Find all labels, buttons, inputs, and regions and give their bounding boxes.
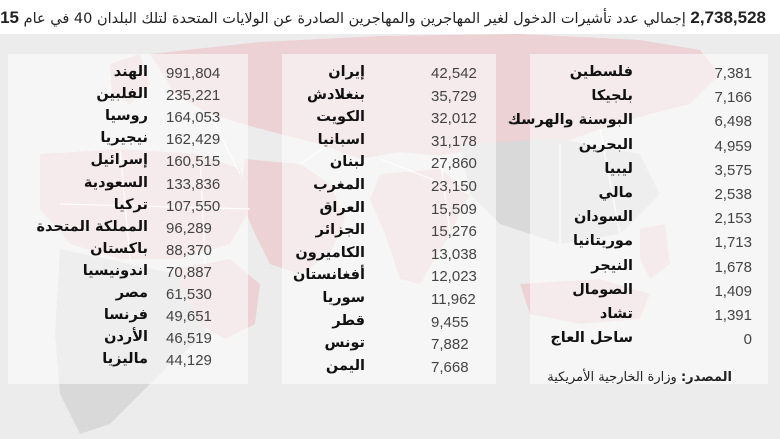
country-name: ليبيا <box>604 160 633 177</box>
source-label: المصدر: <box>680 370 732 385</box>
country-name: الهند <box>113 64 148 80</box>
column-background-2 <box>282 54 496 384</box>
visa-count: 160,515 <box>166 153 221 171</box>
header-year: 2015 <box>0 8 20 27</box>
country-name: النيجر <box>591 257 633 274</box>
country-name: السودان <box>573 209 633 226</box>
header-description: إجمالي عدد تأشيرات الدخول لغير المهاجرين… <box>23 11 686 27</box>
visa-count: 42,542 <box>431 65 477 82</box>
visa-count: 162,429 <box>166 131 221 149</box>
visa-count: 61,530 <box>166 286 212 303</box>
visa-count: 7,166 <box>714 89 752 107</box>
visa-count: 13,038 <box>431 245 477 263</box>
visa-count: 0 <box>743 331 752 349</box>
country-name: اليمن <box>325 357 365 374</box>
country-name: ساحل العاج <box>550 330 633 347</box>
country-name: بلجيكا <box>591 88 633 105</box>
country-name: السعودية <box>83 174 148 191</box>
visa-count: 31,178 <box>431 132 477 150</box>
visa-count: 70,887 <box>166 263 212 281</box>
visa-count: 1,391 <box>714 307 752 324</box>
country-name: بنغلادش <box>306 86 365 103</box>
visa-count: 23,150 <box>431 178 477 195</box>
country-name: تشاد <box>599 306 633 322</box>
country-name: المملكة المتحدة <box>36 218 149 235</box>
country-name: الفلبين <box>96 86 148 103</box>
visa-count: 2,153 <box>714 210 752 228</box>
country-name: لبنان <box>329 154 365 171</box>
visa-count: 7,381 <box>714 65 752 82</box>
country-name: البوسنة والهرسك <box>507 112 633 129</box>
header-bar: 2,738,528 إجمالي عدد تأشيرات الدخول لغير… <box>0 0 780 34</box>
source-note: المصدر: وزارة الخارجية الأمريكية <box>547 370 732 385</box>
country-name: تونس <box>324 335 365 352</box>
country-name: البحرين <box>578 136 633 153</box>
visa-count: 49,651 <box>166 308 212 326</box>
country-name: الأردن <box>104 329 148 346</box>
visa-count: 3,575 <box>714 161 752 179</box>
country-name: مصر <box>115 285 148 301</box>
visa-count: 2,538 <box>714 186 752 203</box>
country-name: مالي <box>598 185 633 201</box>
country-name: الصومال <box>572 281 633 298</box>
column-background-3 <box>530 54 768 384</box>
source-text: وزارة الخارجية الأمريكية <box>547 370 677 385</box>
total-visas: 2,738,528 <box>690 8 766 27</box>
country-name: إسرائيل <box>90 152 148 169</box>
country-name: الكاميرون <box>295 244 365 261</box>
country-name: أفغانستان <box>292 267 365 284</box>
country-name: ماليزيا <box>102 351 148 368</box>
visa-count: 46,519 <box>166 330 212 348</box>
visa-count: 7,882 <box>431 336 469 354</box>
visa-count: 9,455 <box>431 313 469 331</box>
country-name: موريتانيا <box>572 233 633 250</box>
visa-count: 11,962 <box>431 291 476 308</box>
country-name: اندونيسيا <box>82 262 148 279</box>
visa-count: 27,860 <box>431 155 477 173</box>
visa-count: 991,804 <box>166 65 221 82</box>
country-name: الكويت <box>316 109 365 126</box>
header-title: 2,738,528 إجمالي عدد تأشيرات الدخول لغير… <box>0 8 766 28</box>
country-name: تركيا <box>113 196 148 213</box>
visa-count: 1,678 <box>714 258 752 276</box>
visa-count: 133,836 <box>166 175 221 193</box>
visa-count: 4,959 <box>714 137 752 155</box>
country-name: فلسطين <box>569 64 633 80</box>
visa-count: 107,550 <box>166 197 221 215</box>
country-name: العراق <box>319 199 365 216</box>
visa-count: 15,509 <box>431 200 477 218</box>
visa-count: 6,498 <box>714 113 752 131</box>
visa-count: 12,023 <box>431 268 477 286</box>
visa-count: 35,729 <box>431 87 477 105</box>
visa-count: 32,012 <box>431 110 477 128</box>
column-background-1 <box>8 54 248 384</box>
country-name: باكستان <box>90 240 148 257</box>
country-name: روسيا <box>105 108 148 125</box>
country-name: سوريا <box>322 290 365 306</box>
country-name: اسبانيا <box>317 131 365 148</box>
visa-count: 88,370 <box>166 241 212 259</box>
visa-count: 96,289 <box>166 219 212 237</box>
visa-count: 15,276 <box>431 223 477 241</box>
visa-count: 1,713 <box>714 234 752 252</box>
visa-count: 164,053 <box>166 109 221 127</box>
country-name: نيجيريا <box>100 130 148 147</box>
visa-count: 44,129 <box>166 352 212 370</box>
visa-count: 1,409 <box>714 282 752 300</box>
country-name: فرنسا <box>103 307 148 324</box>
country-name: إيران <box>328 64 365 80</box>
country-name: المغرب <box>313 177 365 193</box>
visa-count: 7,668 <box>431 358 469 376</box>
visa-count: 235,221 <box>166 87 221 105</box>
country-name: الجزائر <box>315 222 365 239</box>
country-name: قطر <box>332 312 365 329</box>
